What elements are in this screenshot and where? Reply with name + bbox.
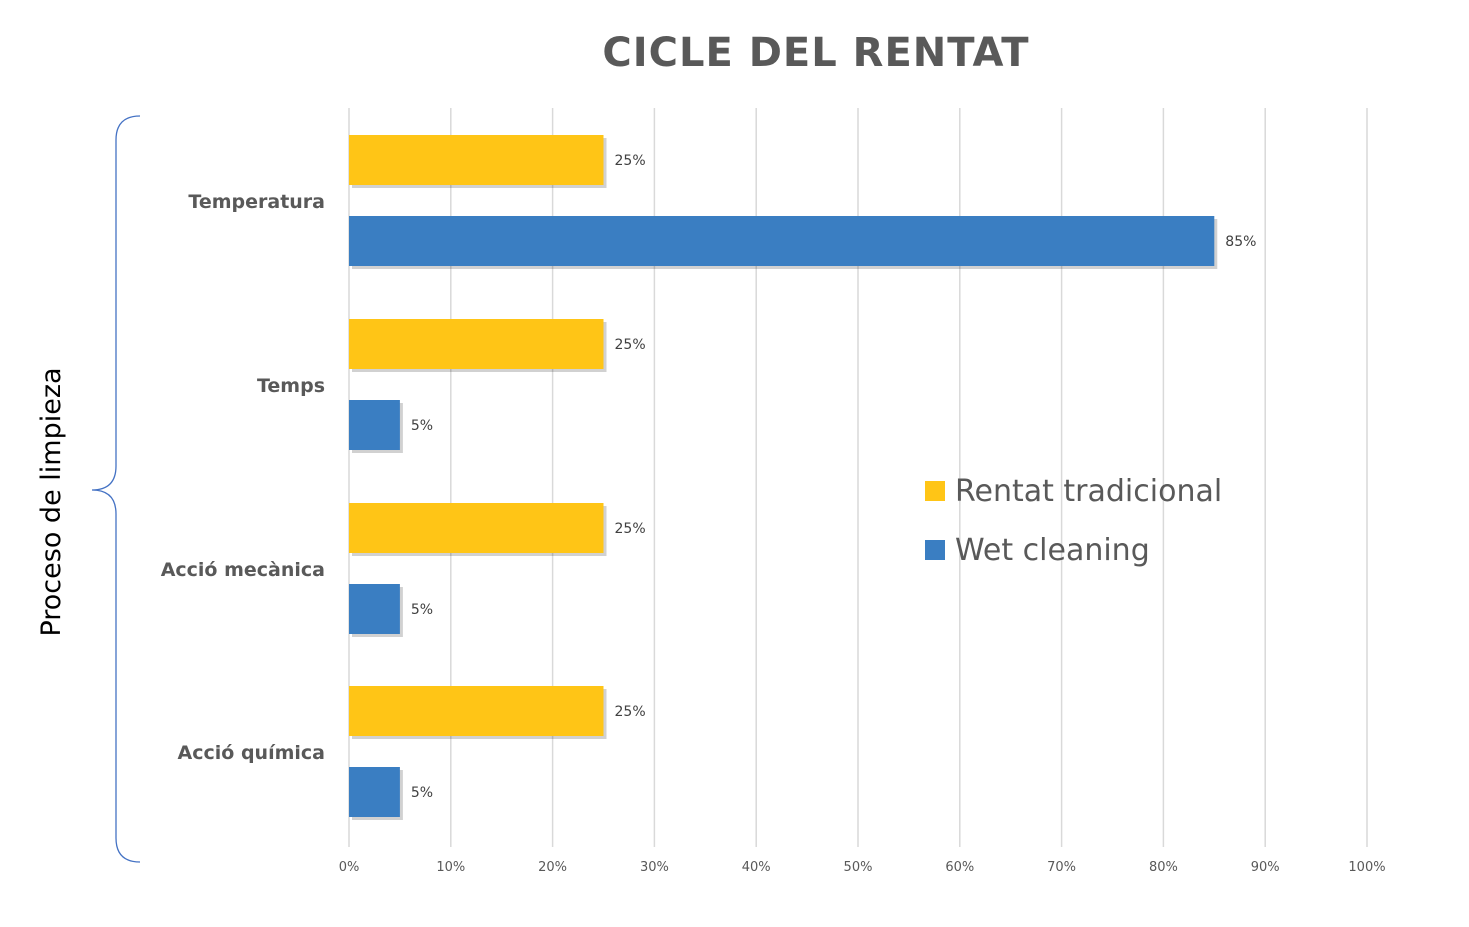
chart-title: CICLE DEL RENTAT — [602, 30, 1029, 76]
x-tick-label: 20% — [538, 860, 567, 875]
x-tick-label: 70% — [1047, 860, 1076, 875]
category-label: Acció mecànica — [161, 559, 325, 581]
data-label: 25% — [615, 153, 646, 169]
data-label: 25% — [615, 521, 646, 537]
x-tick-label: 30% — [640, 860, 669, 875]
bar — [349, 216, 1215, 266]
data-label: 25% — [615, 337, 646, 353]
x-tick-label: 10% — [436, 860, 465, 875]
data-label: 5% — [411, 602, 433, 618]
data-label: 5% — [411, 785, 433, 801]
x-tick-label: 100% — [1348, 860, 1385, 875]
x-tick-label: 0% — [339, 860, 360, 875]
bars — [349, 135, 1218, 820]
y-axis-title: Proceso de limpieza — [36, 367, 67, 636]
category-label: Acció química — [178, 742, 325, 764]
category-label: Temperatura — [188, 191, 325, 213]
data-label: 85% — [1225, 234, 1256, 250]
category-label: Temps — [257, 375, 325, 397]
x-tick-label: 80% — [1149, 860, 1178, 875]
data-label: 25% — [615, 704, 646, 720]
legend-label: Wet cleaning — [955, 533, 1150, 568]
legend-label: Rentat tradicional — [955, 474, 1222, 509]
legend-swatch — [925, 540, 945, 560]
legend: Rentat tradicional Wet cleaning — [925, 474, 1222, 568]
legend-swatch — [925, 481, 945, 501]
category-brace — [91, 115, 141, 863]
x-tick-label: 90% — [1251, 860, 1280, 875]
bar — [349, 503, 604, 553]
labels: 0% 10% 20% 30% 40% 50% 60% 70% 80% 90% 100% Tempera… — [161, 153, 1386, 875]
x-tick-label: 50% — [844, 860, 873, 875]
data-label: 5% — [411, 418, 433, 434]
bar — [349, 135, 604, 185]
bar — [349, 584, 400, 634]
bar — [349, 319, 604, 369]
x-tick-label: 40% — [742, 860, 771, 875]
bar — [349, 686, 604, 736]
bar — [349, 767, 400, 817]
bar — [349, 400, 400, 450]
x-tick-label: 60% — [945, 860, 974, 875]
